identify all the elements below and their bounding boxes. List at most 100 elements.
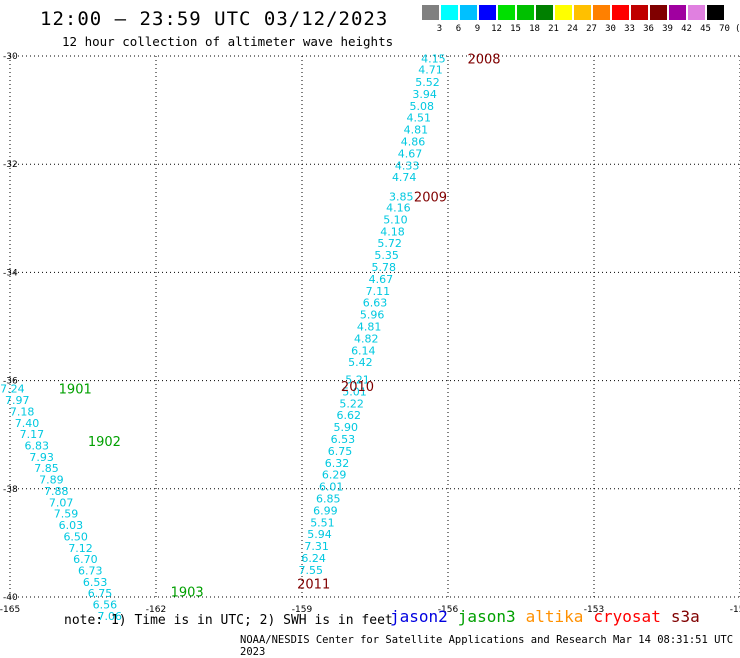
swh-value: 6.62 <box>336 409 361 422</box>
y-tick-label: -32 <box>3 160 18 170</box>
swh-value: 5.90 <box>334 421 359 434</box>
legend-jason3: jason3 <box>457 607 516 626</box>
time-label: 1901 <box>59 383 92 398</box>
swh-value: 4.71 <box>418 64 443 77</box>
swh-value: 7.12 <box>68 542 93 555</box>
swh-value: 4.15 <box>421 53 446 66</box>
swh-value: 3.94 <box>412 88 437 101</box>
swh-value: 7.24 <box>0 383 25 396</box>
swh-value: 5.52 <box>415 76 440 89</box>
swh-value: 7.88 <box>44 485 69 498</box>
colorbar-label: 24 <box>567 24 578 34</box>
swh-value: 4.86 <box>401 135 426 148</box>
swh-value: 7.18 <box>10 405 35 418</box>
chart-title: 12:00 – 23:59 UTC 03/12/2023 <box>40 8 389 30</box>
y-tick-label: -38 <box>3 485 18 495</box>
x-tick-label: -165 <box>0 605 20 615</box>
swh-value: 7.89 <box>39 474 64 487</box>
time-label: 2010 <box>341 380 374 395</box>
swh-value: 5.42 <box>348 356 373 369</box>
swh-value: 4.67 <box>369 273 394 286</box>
colorbar-label: 18 <box>529 24 540 34</box>
colorbar-label: 33 <box>624 24 635 34</box>
x-tick-label: -156 <box>438 605 459 615</box>
colorbar-swatch <box>688 5 705 20</box>
legend-s3a: s3a <box>670 607 700 626</box>
colorbar-swatch <box>593 5 610 20</box>
swh-value: 6.83 <box>25 440 50 453</box>
colorbar-label: 45 <box>700 24 711 34</box>
colorbar-swatch <box>631 5 648 20</box>
colorbar-swatch <box>441 5 458 20</box>
swh-value: 4.33 <box>395 159 420 172</box>
time-label: 1902 <box>88 435 121 450</box>
swh-value: 6.75 <box>328 445 353 458</box>
satellite-legend: jason2 jason3 altika cryosat s3a <box>390 607 710 626</box>
swh-value: 7.17 <box>20 428 45 441</box>
time-label: 1903 <box>171 586 204 601</box>
swh-value: 4.16 <box>386 201 411 214</box>
colorbar-label: 15 <box>510 24 521 34</box>
chart-subtitle: 12 hour collection of altimeter wave hei… <box>62 34 394 49</box>
time-label: 2009 <box>414 191 447 206</box>
swh-value: 7.93 <box>29 451 54 464</box>
colorbar-swatch <box>707 5 724 20</box>
swh-value: 4.82 <box>354 332 379 345</box>
swh-value: 4.74 <box>392 171 417 184</box>
swh-value: 5.78 <box>372 261 397 274</box>
colorbar-label: 21 <box>548 24 559 34</box>
swh-value: 5.94 <box>307 528 332 541</box>
legend-altika: altika <box>525 607 584 626</box>
colorbar-label: 9 <box>474 24 481 34</box>
colorbar-swatch <box>612 5 629 20</box>
swh-value: 5.21 <box>345 374 370 387</box>
swh-value: 5.72 <box>377 237 402 250</box>
colorbar-label: 12 <box>491 24 502 34</box>
swh-value: 3.85 <box>389 191 414 204</box>
colorbar-label: 30 <box>605 24 616 34</box>
units-note: note: 1) Time is in UTC; 2) SWH is in fe… <box>64 613 393 628</box>
swh-value: 6.53 <box>83 576 108 589</box>
colorbar-swatch <box>460 5 477 20</box>
colorbar-swatch <box>669 5 686 20</box>
colorbar-label: 27 <box>586 24 597 34</box>
swh-value: 6.14 <box>351 344 376 357</box>
swh-value: 6.73 <box>78 564 103 577</box>
y-tick-label: -30 <box>3 52 18 62</box>
colorbar-label: 6 <box>455 24 462 34</box>
colorbar-swatch <box>555 5 572 20</box>
swh-value: 7.06 <box>98 610 123 623</box>
legend-cryosat: cryosat <box>593 607 661 626</box>
swh-value: 4.18 <box>380 225 405 238</box>
x-tick-label: -153 <box>584 605 604 615</box>
swh-value: 5.01 <box>342 385 367 398</box>
swh-value: 4.67 <box>398 147 423 160</box>
swh-value: 6.53 <box>331 433 356 446</box>
swh-value: 7.07 <box>49 496 74 509</box>
colorbar-label: 39 <box>662 24 673 34</box>
swh-value: 7.31 <box>304 540 329 553</box>
swh-value: 5.96 <box>360 309 385 322</box>
y-tick-label: -34 <box>3 268 18 278</box>
time-label: 2008 <box>467 53 500 68</box>
y-tick-label: -36 <box>3 377 18 387</box>
swh-value: 6.70 <box>73 553 98 566</box>
colorbar-label: 70 <box>719 24 730 34</box>
swh-value: 6.99 <box>313 504 338 517</box>
swh-value: 6.01 <box>319 481 344 494</box>
swh-value: 5.35 <box>374 249 399 262</box>
swh-value: 5.10 <box>383 213 408 226</box>
swh-value: 7.97 <box>5 394 30 407</box>
swh-value: 5.08 <box>409 100 434 113</box>
swh-value: 6.56 <box>93 599 118 612</box>
swh-value: 7.40 <box>15 417 40 430</box>
x-tick-label: -159 <box>292 605 313 615</box>
swh-value: 4.81 <box>404 124 429 137</box>
colorbar-label: 3 <box>436 24 443 34</box>
swh-value: 4.81 <box>357 321 382 334</box>
swh-value: 5.22 <box>339 397 364 410</box>
y-tick-label: -40 <box>3 593 18 603</box>
colorbar-swatch <box>498 5 515 20</box>
swh-value: 7.11 <box>366 285 391 298</box>
colorbar-swatch <box>422 5 439 20</box>
